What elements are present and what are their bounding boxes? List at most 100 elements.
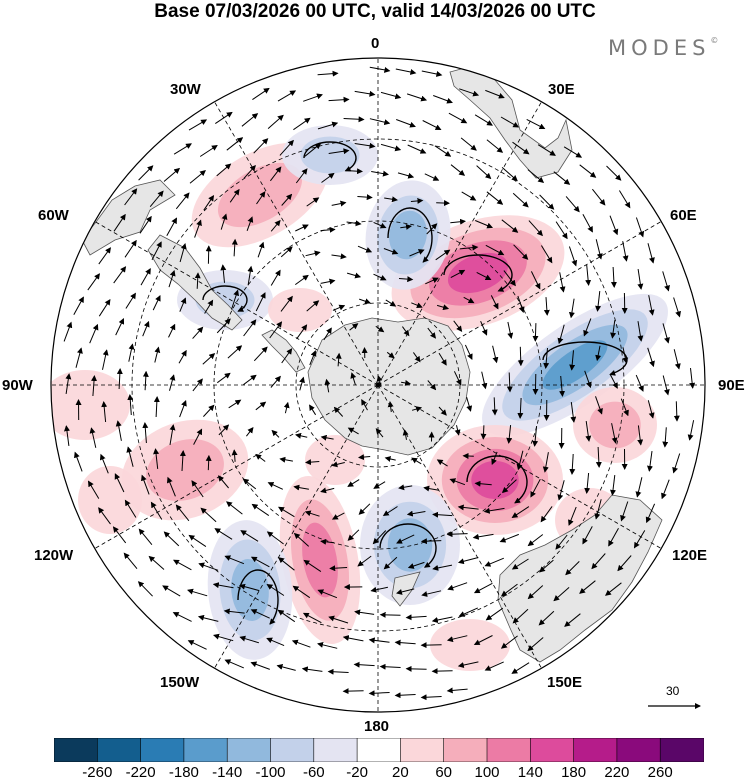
wind-vector [142,320,150,337]
wind-vector [150,501,163,520]
wind-vector [499,533,519,543]
wind-vector [539,194,555,210]
wind-vector [179,399,187,418]
wind-vector [331,253,347,260]
wind-vector [231,238,238,257]
wind-vector [397,172,415,179]
wind-vector [420,538,442,545]
wind-vector [474,480,492,487]
wind-vector [527,169,545,184]
wind-vector [295,224,309,232]
wind-vector [303,559,322,573]
wind-vector [446,531,468,538]
wind-vector [187,588,208,597]
wind-vector [358,503,371,515]
wind-vector [371,170,389,177]
wind-vector [220,264,227,283]
wind-vector [246,216,254,231]
wind-vector [539,559,554,573]
lon-label-90w: 90W [2,377,33,394]
wind-vector [250,609,270,619]
wind-vector [169,424,176,445]
wind-vector [382,506,398,517]
wind-vector [376,375,383,387]
wind-vector [595,446,602,468]
anomaly-patch [146,439,224,501]
colorbar-cell [54,738,99,762]
wind-vector [481,371,488,390]
wind-vector [491,451,498,466]
wind-vector [368,637,390,644]
wind-vector [224,659,244,669]
wind-vector [142,370,149,391]
wind-vector [256,191,266,205]
wind-vector [205,454,212,471]
wind-vector [511,558,529,570]
wind-vector [250,661,270,670]
wind-vector [379,663,401,670]
wind-vector [347,529,360,541]
lon-label-120e: 120E [672,547,708,564]
wind-vector [99,453,109,474]
wind-vector [511,506,530,518]
wind-vector [457,504,479,511]
wind-vector [453,320,463,332]
wind-vectors [63,66,696,701]
wind-vector [480,425,487,440]
wind-vector [375,325,385,333]
wind-vector [277,90,297,102]
colorbar-cell [443,738,488,762]
wind-vector [645,503,656,524]
wind-vector [173,559,192,571]
wind-vector [447,582,468,591]
wind-vector [349,323,359,331]
wind-vector [501,167,518,182]
wind-vector [406,93,428,102]
meridian-line [377,101,542,386]
wind-vector [154,346,161,363]
wind-vector [306,197,320,207]
wind-vector [267,482,284,490]
wind-vector [373,481,386,489]
wind-vector [427,327,437,339]
wind-vector [473,635,493,645]
wind-vector [305,250,321,257]
wind-vector [527,585,544,600]
anomaly-patch [78,466,142,534]
wind-vector [592,188,606,206]
wind-vector [485,244,505,256]
wind-vector [194,272,201,289]
wind-vector [354,90,376,97]
wind-vector [168,323,176,338]
wind-vector [635,217,645,238]
meridian-line [377,384,542,669]
wind-vector [163,167,181,182]
wind-vector [610,266,617,288]
wind-vector [385,299,397,307]
wind-vector [411,457,422,465]
wind-vector [434,145,452,157]
wind-vector [293,484,309,491]
wind-vector [87,480,100,499]
wind-vector [331,512,345,520]
wind-vector [166,217,177,236]
wind-vector [543,347,550,369]
wind-vector [394,639,416,646]
wind-vector [112,526,127,544]
wind-vector [346,220,362,227]
wind-vector [483,507,505,514]
wind-vector [179,243,187,263]
wind-vector [426,223,438,235]
wind-vector [202,353,216,365]
wind-vector [594,499,602,520]
colorbar-tick-label: -140 [212,764,243,781]
wind-vector [474,114,493,126]
wind-vector [278,506,295,518]
colorbar-tick-label: 260 [647,764,673,781]
wind-vector [323,327,332,341]
wind-vector [224,555,245,565]
wind-vector [114,473,125,493]
wind-vector [369,66,391,73]
wind-vector [490,295,499,310]
wind-vector [357,555,372,567]
